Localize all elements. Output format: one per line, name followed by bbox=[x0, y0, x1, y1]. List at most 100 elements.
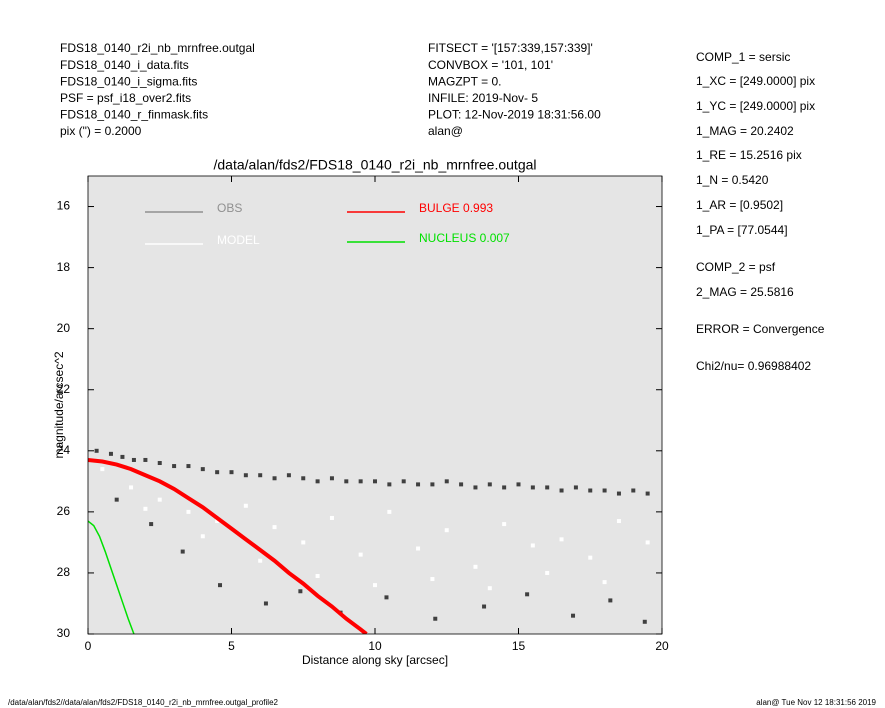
plot-data bbox=[88, 448, 650, 634]
y-tick-label: 26 bbox=[57, 504, 71, 518]
data-point bbox=[143, 457, 148, 462]
y-axis-label: magnitude/arcsec^2 bbox=[52, 351, 66, 458]
data-point bbox=[430, 482, 435, 487]
data-point bbox=[215, 470, 220, 475]
x-tick-label: 5 bbox=[228, 639, 235, 653]
data-point bbox=[186, 464, 191, 469]
run-info: PLOT: 12-Nov-2019 18:31:56.00 bbox=[428, 108, 601, 122]
data-point bbox=[502, 522, 507, 527]
data-point bbox=[530, 485, 535, 490]
footer-stamp: alan@ Tue Nov 12 18:31:56 2019 bbox=[756, 698, 876, 707]
data-point bbox=[545, 485, 550, 490]
data-point bbox=[100, 467, 105, 472]
data-point bbox=[373, 583, 377, 588]
data-point bbox=[473, 564, 478, 569]
fit-parameter: 1_MAG = 20.2402 bbox=[696, 124, 794, 138]
profile-line bbox=[88, 520, 135, 634]
data-point bbox=[573, 485, 578, 490]
data-point bbox=[243, 503, 248, 508]
data-point bbox=[502, 485, 507, 490]
y-tick-label: 24 bbox=[57, 443, 71, 457]
data-point bbox=[373, 479, 377, 484]
data-point bbox=[487, 586, 492, 591]
data-point bbox=[143, 506, 148, 511]
data-point bbox=[358, 479, 363, 484]
data-point bbox=[602, 488, 607, 493]
data-point bbox=[258, 558, 263, 563]
data-point bbox=[120, 454, 125, 459]
run-info: INFILE: 2019-Nov- 5 bbox=[428, 91, 538, 105]
data-point bbox=[545, 570, 550, 575]
data-point bbox=[272, 525, 277, 530]
fit-parameter: ERROR = Convergence bbox=[696, 322, 825, 336]
data-point bbox=[200, 467, 205, 472]
data-point bbox=[315, 573, 320, 578]
data-point bbox=[459, 482, 464, 487]
data-point bbox=[559, 488, 564, 493]
data-point bbox=[430, 577, 435, 582]
y-tick-label: 28 bbox=[57, 565, 71, 579]
data-point bbox=[387, 509, 392, 514]
run-info: FITSECT = '[157:339,157:339]' bbox=[428, 41, 593, 55]
x-axis-label: Distance along sky [arcsec] bbox=[302, 653, 448, 667]
fit-parameter: 1_XC = [249.0000] pix bbox=[696, 74, 815, 88]
y-tick-label: 22 bbox=[57, 382, 71, 396]
data-point bbox=[301, 540, 306, 545]
data-point bbox=[243, 473, 248, 478]
data-point bbox=[329, 476, 334, 481]
run-info: MAGZPT = 0. bbox=[428, 74, 501, 88]
data-point bbox=[186, 509, 191, 514]
data-point bbox=[645, 540, 650, 545]
fit-parameter: 1_N = 0.5420 bbox=[696, 173, 769, 187]
data-point bbox=[229, 470, 234, 475]
data-point bbox=[218, 583, 223, 588]
data-point bbox=[258, 473, 263, 478]
data-point bbox=[157, 461, 162, 466]
data-point bbox=[129, 485, 134, 490]
data-point bbox=[172, 464, 177, 469]
data-point bbox=[358, 552, 363, 557]
fit-parameter: 1_AR = [0.9502] bbox=[696, 198, 783, 212]
run-info: alan@ bbox=[428, 124, 463, 138]
fit-parameter: 1_PA = [77.0544] bbox=[696, 223, 788, 237]
data-point bbox=[602, 580, 607, 585]
data-point bbox=[329, 515, 334, 520]
data-point bbox=[263, 601, 268, 606]
data-point bbox=[487, 482, 492, 487]
data-point bbox=[588, 488, 593, 493]
x-tick-label: 0 bbox=[85, 639, 92, 653]
data-point bbox=[433, 616, 438, 621]
data-point bbox=[588, 555, 593, 560]
data-point bbox=[416, 546, 421, 551]
data-point bbox=[200, 534, 205, 539]
file-info: FDS18_0140_r2i_nb_mrnfree.outgal bbox=[60, 41, 255, 55]
x-tick-label: 20 bbox=[655, 639, 669, 653]
data-point bbox=[286, 473, 291, 478]
data-point bbox=[108, 451, 113, 456]
fit-parameter: 2_MAG = 25.5816 bbox=[696, 285, 794, 299]
run-info: CONVBOX = '101, 101' bbox=[428, 58, 553, 72]
y-tick-label: 30 bbox=[57, 626, 71, 640]
data-point bbox=[482, 604, 487, 609]
data-point bbox=[608, 598, 613, 603]
data-point bbox=[444, 528, 449, 533]
y-tick-label: 20 bbox=[57, 321, 71, 335]
data-point bbox=[401, 479, 406, 484]
data-point bbox=[298, 589, 303, 594]
y-tick-label: 18 bbox=[57, 260, 71, 274]
file-info: FDS18_0140_i_data.fits bbox=[60, 58, 189, 72]
x-tick-label: 10 bbox=[368, 639, 382, 653]
data-point bbox=[315, 479, 320, 484]
file-info: PSF = psf_i18_over2.fits bbox=[60, 91, 191, 105]
data-point bbox=[301, 476, 306, 481]
legend-label: NUCLEUS 0.007 bbox=[419, 231, 510, 245]
data-point bbox=[473, 485, 478, 490]
data-point bbox=[114, 497, 119, 502]
data-point bbox=[344, 479, 349, 484]
data-point bbox=[642, 619, 647, 624]
data-point bbox=[384, 595, 389, 600]
x-tick-label: 15 bbox=[512, 639, 526, 653]
data-point bbox=[94, 448, 99, 453]
y-tick-label: 16 bbox=[57, 199, 71, 213]
data-point bbox=[571, 613, 576, 618]
